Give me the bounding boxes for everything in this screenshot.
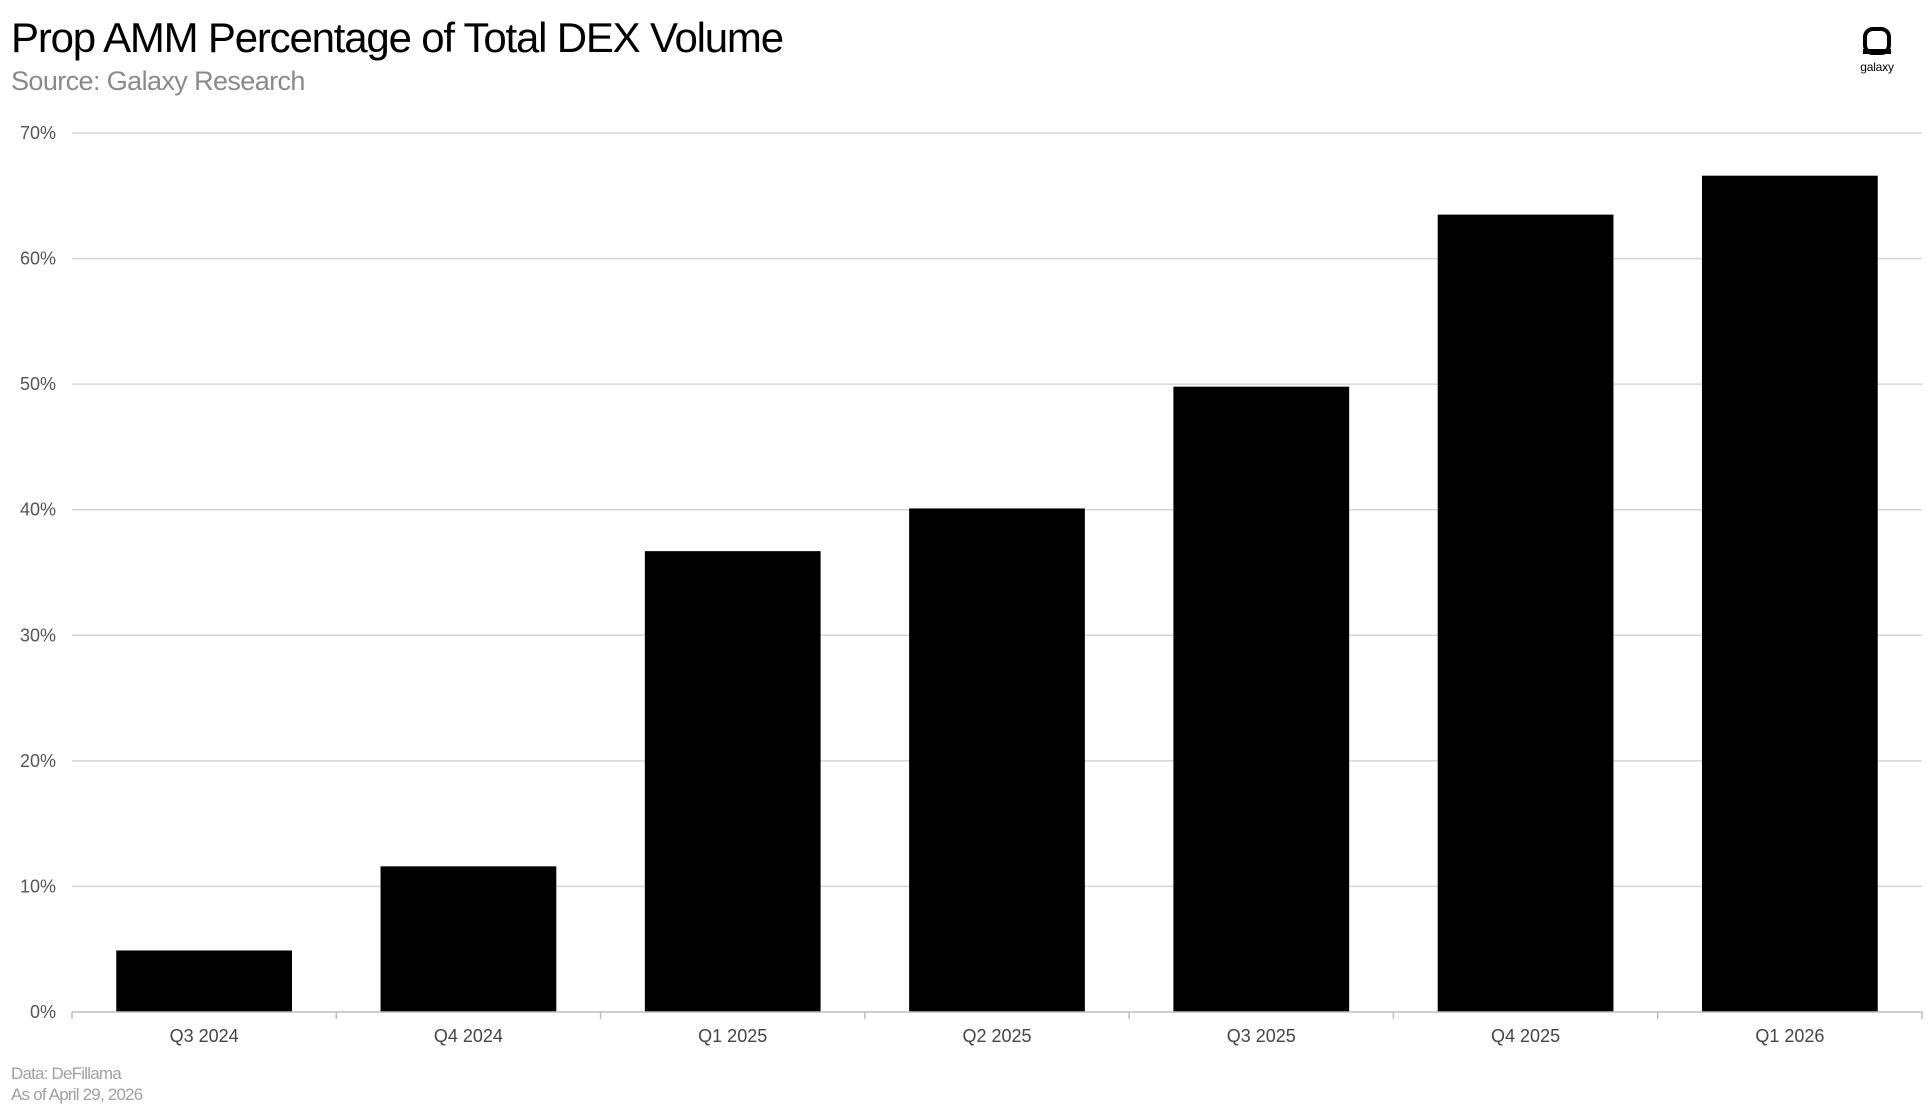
bars	[116, 175, 1878, 1013]
x-tick-label: Q3 2025	[1227, 1026, 1296, 1046]
x-axis-tick-labels: Q3 2024 Q4 2024 Q1 2025 Q2 2025 Q3 2025 Q4 20…	[170, 1026, 1825, 1046]
y-tick-label: 50%	[20, 374, 56, 394]
x-tick-label: Q1 2025	[698, 1026, 767, 1046]
bar	[1173, 386, 1350, 1012]
as-of-date-note: As of April 29, 2026	[11, 1085, 143, 1104]
y-tick-label: 40%	[20, 500, 56, 520]
chart-subtitle: Source: Galaxy Research	[11, 66, 305, 96]
x-tick-label: Q4 2024	[434, 1026, 503, 1046]
y-tick-label: 60%	[20, 249, 56, 269]
y-tick-label: 0%	[30, 1002, 56, 1022]
y-axis-tick-labels: 0% 10% 20% 30% 40% 50% 60% 70%	[20, 123, 56, 1022]
chart-title: Prop AMM Percentage of Total DEX Volume	[11, 14, 784, 61]
data-source-note: Data: DeFillama	[11, 1064, 122, 1083]
y-tick-label: 70%	[20, 123, 56, 143]
bar	[116, 950, 293, 1012]
bar	[909, 508, 1085, 1012]
galaxy-logo: galaxy	[1856, 24, 1898, 74]
bar	[1437, 214, 1614, 1012]
bar	[644, 551, 821, 1012]
bar-chart: 0% 10% 20% 30% 40% 50% 60% 70% Q3 2024 Q4 2024 Q1…	[20, 123, 1923, 1046]
logo-text: galaxy	[1860, 60, 1894, 74]
x-tick-label: Q3 2024	[170, 1026, 239, 1046]
y-tick-label: 30%	[20, 625, 56, 645]
bar	[380, 866, 557, 1012]
x-tick-label: Q1 2026	[1755, 1026, 1824, 1046]
y-tick-label: 20%	[20, 751, 56, 771]
x-tick-label: Q2 2025	[962, 1026, 1031, 1046]
x-axis	[71, 1011, 1923, 1019]
x-tick-label: Q4 2025	[1491, 1026, 1560, 1046]
bar	[1701, 175, 1878, 1013]
y-tick-label: 10%	[20, 876, 56, 896]
galaxy-logo-icon	[1863, 27, 1891, 55]
